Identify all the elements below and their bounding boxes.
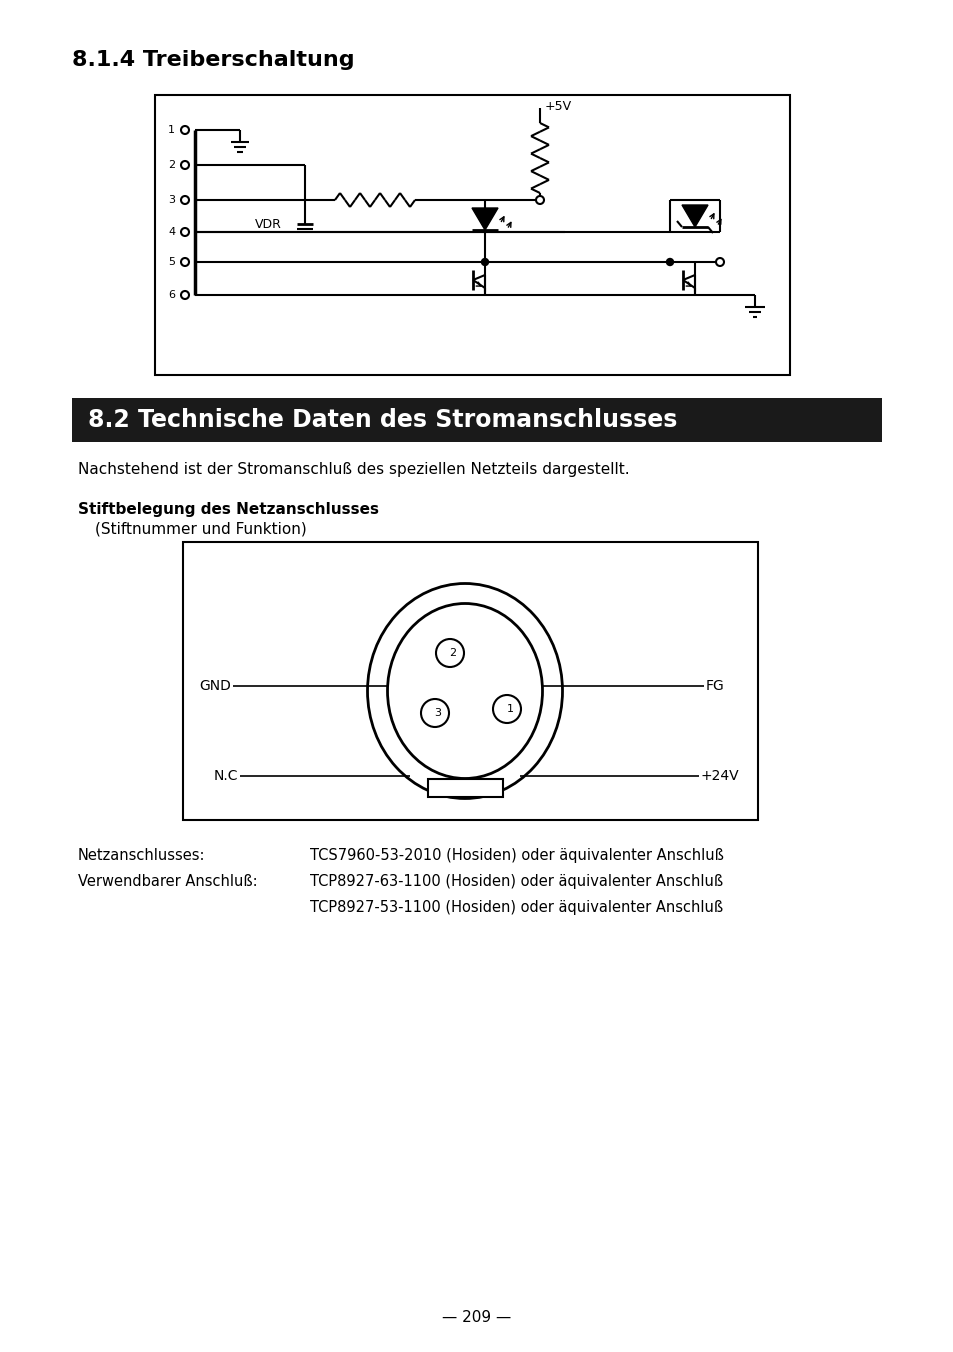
Text: Stiftbelegung des Netzanschlusses: Stiftbelegung des Netzanschlusses (78, 502, 378, 516)
Circle shape (536, 196, 543, 204)
Text: 3: 3 (168, 195, 174, 206)
Circle shape (181, 291, 189, 299)
Circle shape (420, 699, 449, 727)
Text: 3: 3 (434, 708, 441, 718)
Polygon shape (681, 206, 707, 227)
Text: 8.2 Technische Daten des Stromanschlusses: 8.2 Technische Daten des Stromanschlusse… (88, 408, 677, 433)
Text: 8.1.4 Treiberschaltung: 8.1.4 Treiberschaltung (71, 50, 355, 70)
Text: VDR: VDR (254, 218, 281, 231)
Text: 4: 4 (168, 227, 175, 237)
Text: (Stiftnummer und Funktion): (Stiftnummer und Funktion) (95, 521, 307, 535)
Ellipse shape (367, 584, 562, 799)
Circle shape (181, 126, 189, 134)
Text: Netzanschlusses:: Netzanschlusses: (78, 848, 205, 863)
Circle shape (666, 258, 673, 265)
Circle shape (436, 639, 463, 667)
Text: Nachstehend ist der Stromanschluß des speziellen Netzteils dargestellt.: Nachstehend ist der Stromanschluß des sp… (78, 462, 629, 477)
Text: N.C: N.C (213, 769, 237, 783)
Text: +24V: +24V (700, 769, 739, 783)
Text: 1: 1 (506, 704, 513, 714)
Text: 2: 2 (168, 160, 175, 170)
Circle shape (716, 258, 723, 266)
Ellipse shape (387, 603, 542, 779)
Circle shape (493, 695, 520, 723)
Circle shape (181, 228, 189, 237)
Circle shape (481, 258, 488, 265)
Text: 5: 5 (168, 257, 174, 266)
Text: FG: FG (705, 679, 724, 694)
Text: — 209 —: — 209 — (442, 1310, 511, 1325)
Polygon shape (472, 208, 497, 230)
Bar (183, 542, 758, 821)
Text: 1: 1 (168, 124, 174, 135)
Circle shape (181, 161, 189, 169)
Text: 6: 6 (168, 289, 174, 300)
Circle shape (181, 196, 189, 204)
Text: 2: 2 (449, 648, 456, 658)
Bar (154, 95, 789, 375)
Bar (71, 397, 882, 442)
Text: TCP8927-53-1100 (Hosiden) oder äquivalenter Anschluß: TCP8927-53-1100 (Hosiden) oder äquivalen… (310, 900, 722, 915)
Text: +5V: +5V (544, 100, 572, 114)
Circle shape (181, 258, 189, 266)
Text: TCP8927-63-1100 (Hosiden) oder äquivalenter Anschluß: TCP8927-63-1100 (Hosiden) oder äquivalen… (310, 873, 722, 890)
Circle shape (536, 196, 543, 204)
Bar (428, 779, 502, 796)
Text: TCS7960-53-2010 (Hosiden) oder äquivalenter Anschluß: TCS7960-53-2010 (Hosiden) oder äquivalen… (310, 848, 723, 863)
Text: GND: GND (199, 679, 231, 694)
Text: Verwendbarer Anschluß:: Verwendbarer Anschluß: (78, 873, 257, 890)
